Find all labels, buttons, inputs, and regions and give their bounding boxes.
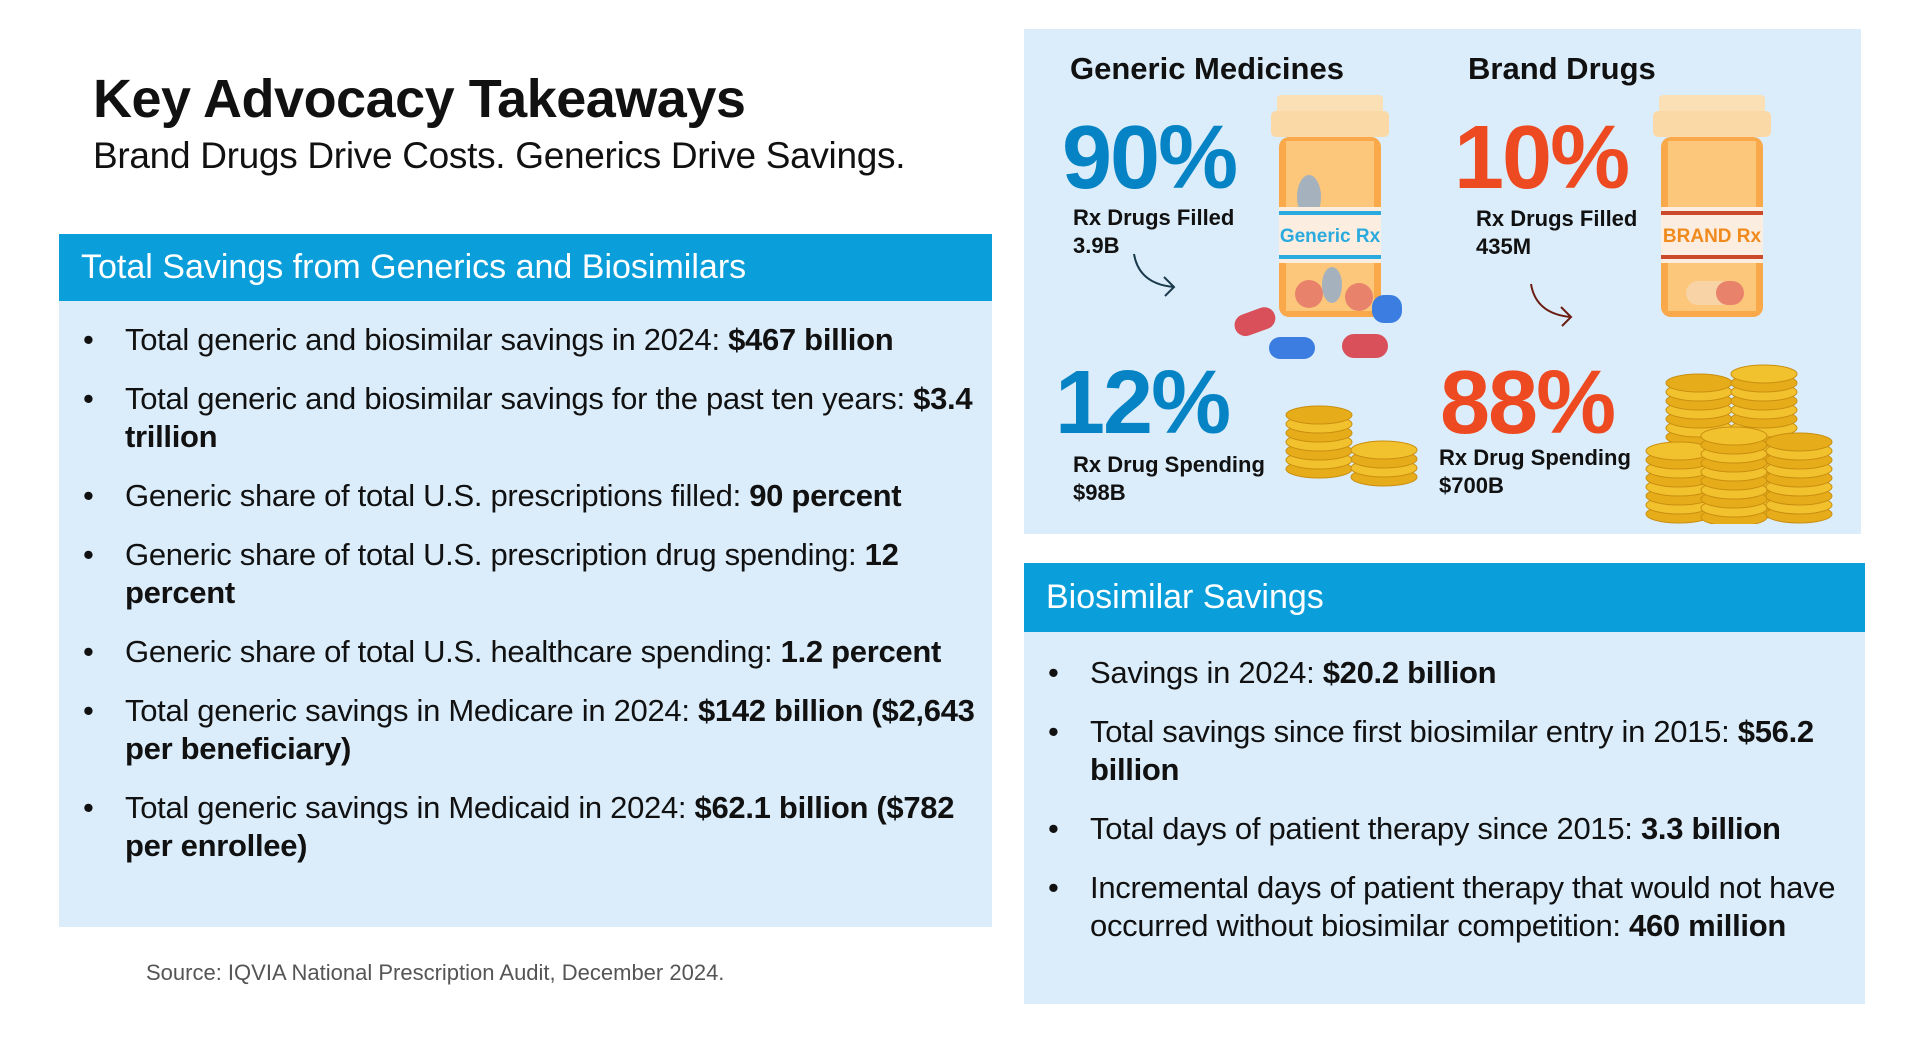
bullet-item: Total generic savings in Medicaid in 202… bbox=[83, 789, 975, 865]
brand-spend-label: Rx Drug Spending bbox=[1439, 445, 1631, 470]
bullet-value: 12 percent bbox=[125, 537, 899, 610]
infographic-panel: Generic Medicines Brand Drugs 90% 10% Rx… bbox=[1024, 29, 1861, 534]
coin bbox=[1285, 405, 1353, 425]
bullet-text: Generic share of total U.S. prescription… bbox=[125, 537, 865, 572]
coin bbox=[1730, 364, 1798, 384]
total-savings-list: Total generic and biosimilar savings in … bbox=[83, 321, 975, 886]
brand-spend-pct: 88% bbox=[1440, 353, 1616, 453]
generic-spend-value: $98B bbox=[1073, 480, 1126, 505]
brand-filled-pct: 10% bbox=[1454, 108, 1630, 208]
brand-spend-value: $700B bbox=[1439, 473, 1504, 498]
bullet-value: 90 percent bbox=[749, 478, 902, 513]
total-savings-panel: Total generic and biosimilar savings in … bbox=[59, 301, 992, 927]
bullet-value: 3.3 billion bbox=[1640, 811, 1781, 846]
bullet-value: $62.1 billion ($782 per enrollee) bbox=[125, 790, 955, 863]
bullet-item: Incremental days of patient therapy that… bbox=[1048, 869, 1850, 945]
generic-pill-bottle-icon: Generic Rx bbox=[1234, 95, 1402, 359]
biosimilar-list: Savings in 2024: $20.2 billion Total savi… bbox=[1048, 654, 1850, 966]
bullet-item: Savings in 2024: $20.2 billion bbox=[1048, 654, 1850, 692]
bullet-value: $142 billion ($2,643 per beneficiary) bbox=[125, 693, 975, 766]
bullet-value: 1.2 percent bbox=[780, 634, 942, 669]
brand-filled-value: 435M bbox=[1476, 234, 1532, 259]
generic-filled-label: Rx Drugs Filled bbox=[1073, 205, 1235, 230]
bullet-item: Total generic and biosimilar savings for… bbox=[83, 380, 975, 456]
bullet-item: Generic share of total U.S. prescription… bbox=[83, 536, 975, 612]
biosimilar-header: Biosimilar Savings bbox=[1024, 563, 1865, 632]
bullet-item: Total generic savings in Medicare in 202… bbox=[83, 692, 975, 768]
bullet-text: Savings in 2024: bbox=[1090, 655, 1323, 690]
page-subtitle: Brand Drugs Drive Costs. Generics Drive … bbox=[93, 135, 906, 176]
bullet-text: Incremental days of patient therapy that… bbox=[1090, 870, 1836, 943]
source-note: Source: IQVIA National Prescription Audi… bbox=[146, 960, 725, 985]
generic-heading: Generic Medicines bbox=[1070, 51, 1344, 86]
generic-filled-pct: 90% bbox=[1062, 108, 1238, 208]
bullet-text: Total generic savings in Medicare in 202… bbox=[125, 693, 698, 728]
bullet-text: Generic share of total U.S. prescription… bbox=[125, 478, 750, 513]
bullet-item: Total savings since first biosimilar ent… bbox=[1048, 713, 1850, 789]
bullet-text: Total generic savings in Medicaid in 202… bbox=[125, 790, 695, 825]
bullet-item: Total generic and biosimilar savings in … bbox=[83, 321, 975, 359]
bullet-text: Generic share of total U.S. healthcare s… bbox=[125, 634, 781, 669]
page-title: Key Advocacy Takeaways bbox=[93, 69, 746, 129]
bullet-item: Total days of patient therapy since 2015… bbox=[1048, 810, 1850, 848]
arrow-icon bbox=[1133, 253, 1176, 297]
svg-text:Generic Rx: Generic Rx bbox=[1280, 226, 1381, 247]
total-savings-header: Total Savings from Generics and Biosimil… bbox=[59, 234, 992, 301]
bullet-text: Total generic and biosimilar savings in … bbox=[125, 322, 729, 357]
biosimilar-panel: Savings in 2024: $20.2 billion Total savi… bbox=[1024, 632, 1865, 1004]
generic-spend-pct: 12% bbox=[1055, 353, 1231, 453]
bullet-text: Total generic and biosimilar savings for… bbox=[125, 381, 914, 416]
coin-stack-large-icon bbox=[1645, 364, 1833, 524]
arrow-icon bbox=[1530, 283, 1573, 327]
coin bbox=[1350, 440, 1418, 460]
bullet-value: $467 billion bbox=[728, 322, 894, 357]
coin bbox=[1765, 432, 1833, 452]
bullet-value: $3.4 trillion bbox=[125, 381, 973, 454]
coin bbox=[1700, 426, 1768, 446]
coin-stack-small-icon bbox=[1285, 405, 1418, 487]
coin bbox=[1665, 373, 1733, 393]
generic-spend-label: Rx Drug Spending bbox=[1073, 452, 1265, 477]
brand-heading: Brand Drugs bbox=[1468, 51, 1656, 86]
bullet-text: Total savings since first biosimilar ent… bbox=[1090, 714, 1738, 749]
bullet-value: $56.2 billion bbox=[1090, 714, 1814, 787]
svg-text:BRAND Rx: BRAND Rx bbox=[1663, 226, 1762, 247]
generic-filled-value: 3.9B bbox=[1073, 233, 1120, 258]
bullet-item: Generic share of total U.S. healthcare s… bbox=[83, 633, 975, 671]
bullet-text: Total days of patient therapy since 2015… bbox=[1090, 811, 1641, 846]
bullet-value: 460 million bbox=[1629, 908, 1786, 943]
bullet-item: Generic share of total U.S. prescription… bbox=[83, 477, 975, 515]
bullet-value: $20.2 billion bbox=[1322, 655, 1497, 690]
brand-pill-bottle-icon: BRAND Rx bbox=[1653, 95, 1771, 317]
brand-filled-label: Rx Drugs Filled bbox=[1476, 206, 1638, 231]
